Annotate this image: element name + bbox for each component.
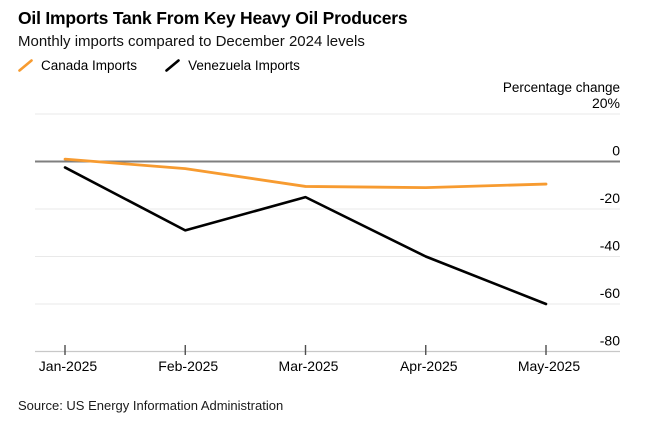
- slash-icon-stroke: [165, 59, 180, 72]
- legend-label-canada: Canada Imports: [41, 58, 138, 73]
- slash-icon: [165, 59, 180, 72]
- y-tick-label: -40: [600, 238, 620, 254]
- y-axis-unit-label: Percentage change: [502, 80, 620, 95]
- legend-item-canada: Canada Imports: [18, 58, 137, 73]
- y-tick-label: -60: [600, 285, 620, 301]
- canada-imports-line: [63, 157, 548, 190]
- x-tick-label: Feb-2025: [158, 358, 218, 374]
- y-tick-label: -20: [600, 190, 620, 206]
- legend-label-venezuela: Venezuela Imports: [188, 58, 300, 73]
- x-tick-label: May-2025: [518, 358, 580, 374]
- venezuela-imports-line: [63, 166, 548, 306]
- legend: Canada Imports Venezuela Imports: [18, 58, 300, 73]
- y-tick-label: 20%: [592, 95, 620, 111]
- x-tick-label: Jan-2025: [39, 358, 98, 374]
- x-tick-label: Apr-2025: [400, 358, 458, 374]
- slash-icon-stroke: [18, 59, 33, 72]
- source-credit: Source: US Energy Information Administra…: [18, 398, 284, 413]
- y-tick-label: -80: [600, 333, 620, 349]
- chart-subtitle: Monthly imports compared to December 202…: [18, 33, 365, 50]
- chart-title: Oil Imports Tank From Key Heavy Oil Prod…: [18, 8, 408, 28]
- x-tick-label: Mar-2025: [279, 358, 339, 374]
- slash-icon: [18, 59, 33, 72]
- legend-item-venezuela: Venezuela Imports: [165, 58, 300, 73]
- y-tick-label: 0: [612, 143, 620, 159]
